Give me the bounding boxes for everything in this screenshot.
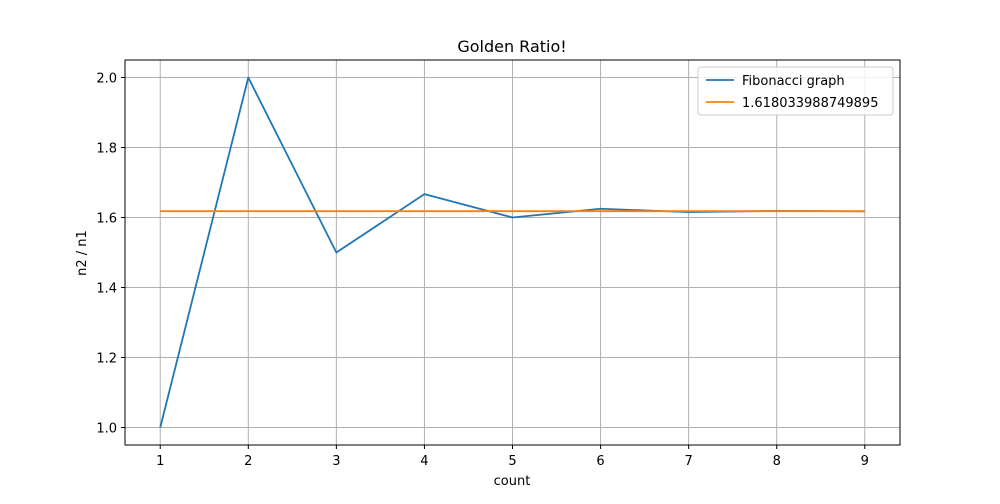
chart-title: Golden Ratio! bbox=[457, 37, 566, 56]
x-tick-label: 2 bbox=[244, 454, 252, 469]
y-tick-label: 1.8 bbox=[96, 142, 117, 157]
x-axis-ticks: 1 2 3 4 5 6 7 8 9 bbox=[156, 445, 869, 469]
x-tick-label: 6 bbox=[596, 454, 604, 469]
legend-box bbox=[697, 66, 894, 116]
y-tick-label: 2.0 bbox=[96, 72, 117, 87]
legend-label-1: Fibonacci graph bbox=[742, 74, 845, 89]
y-axis-ticks: 1.0 1.2 1.4 1.6 1.8 2.0 bbox=[96, 72, 125, 437]
y-tick-label: 1.6 bbox=[96, 212, 117, 227]
legend-label-2: 1.618033988749895 bbox=[742, 96, 878, 111]
grid-layer bbox=[125, 60, 900, 445]
series-layer bbox=[159, 76, 865, 428]
y-tick-label: 1.2 bbox=[96, 352, 117, 367]
x-axis-label: count bbox=[494, 474, 531, 489]
x-tick-label: 1 bbox=[156, 454, 164, 469]
y-axis-label: n2 / n1 bbox=[75, 230, 90, 276]
x-tick-label: 8 bbox=[773, 454, 781, 469]
y-tick-label: 1.4 bbox=[96, 282, 117, 297]
x-tick-label: 9 bbox=[861, 454, 869, 469]
legend: Fibonacci graph 1.618033988749895 bbox=[697, 66, 894, 116]
x-tick-label: 7 bbox=[684, 454, 692, 469]
x-tick-label: 3 bbox=[332, 454, 340, 469]
y-tick-label: 1.0 bbox=[96, 422, 117, 437]
x-tick-label: 5 bbox=[508, 454, 516, 469]
x-tick-label: 4 bbox=[420, 454, 428, 469]
